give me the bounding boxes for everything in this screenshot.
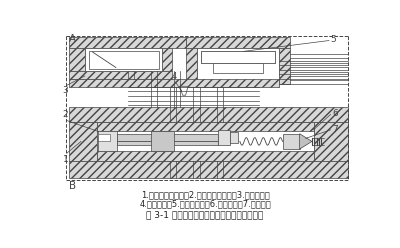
- Bar: [98, 134, 110, 141]
- Bar: [218, 130, 230, 145]
- Bar: [69, 161, 348, 178]
- Bar: [201, 51, 275, 63]
- Text: 图 3-1 压力反馈式液压冲击器基本原理结构图: 图 3-1 压力反馈式液压冲击器基本原理结构图: [146, 210, 264, 219]
- Bar: [197, 48, 279, 84]
- Bar: [69, 71, 172, 79]
- Bar: [69, 37, 186, 48]
- Text: 1.配流阀操向阀芯；2.配流阀操向阀体；3.冲击器机体: 1.配流阀操向阀芯；2.配流阀操向阀体；3.冲击器机体: [141, 190, 269, 199]
- Bar: [213, 63, 263, 73]
- Bar: [96, 122, 314, 131]
- Bar: [118, 134, 218, 141]
- Text: 5: 5: [330, 35, 336, 44]
- Bar: [69, 122, 96, 161]
- Text: 3: 3: [63, 86, 68, 95]
- Text: A: A: [69, 34, 76, 44]
- Polygon shape: [300, 134, 312, 149]
- Text: 7: 7: [332, 124, 338, 134]
- Bar: [230, 132, 238, 143]
- Bar: [85, 48, 162, 71]
- Text: 2: 2: [63, 110, 68, 119]
- Text: 4: 4: [171, 72, 177, 81]
- Bar: [96, 122, 314, 161]
- Bar: [162, 48, 172, 71]
- Bar: [69, 48, 85, 71]
- Text: 6: 6: [332, 109, 338, 118]
- Bar: [96, 152, 314, 161]
- Bar: [186, 48, 197, 84]
- Bar: [98, 131, 118, 152]
- Bar: [186, 37, 290, 48]
- Text: B: B: [69, 182, 76, 191]
- Bar: [314, 122, 348, 161]
- Text: 4.冲击活塞；5.高压蓄能器；6.先导阀体；7.先导阀芯: 4.冲击活塞；5.高压蓄能器；6.先导阀体；7.先导阀芯: [139, 199, 271, 208]
- Bar: [69, 107, 348, 122]
- Bar: [282, 134, 300, 149]
- Bar: [279, 48, 290, 84]
- Text: 1: 1: [63, 155, 68, 163]
- Bar: [89, 51, 158, 69]
- Polygon shape: [180, 87, 188, 95]
- Bar: [69, 79, 279, 87]
- Bar: [201, 51, 275, 63]
- Bar: [151, 131, 174, 152]
- Bar: [118, 141, 218, 145]
